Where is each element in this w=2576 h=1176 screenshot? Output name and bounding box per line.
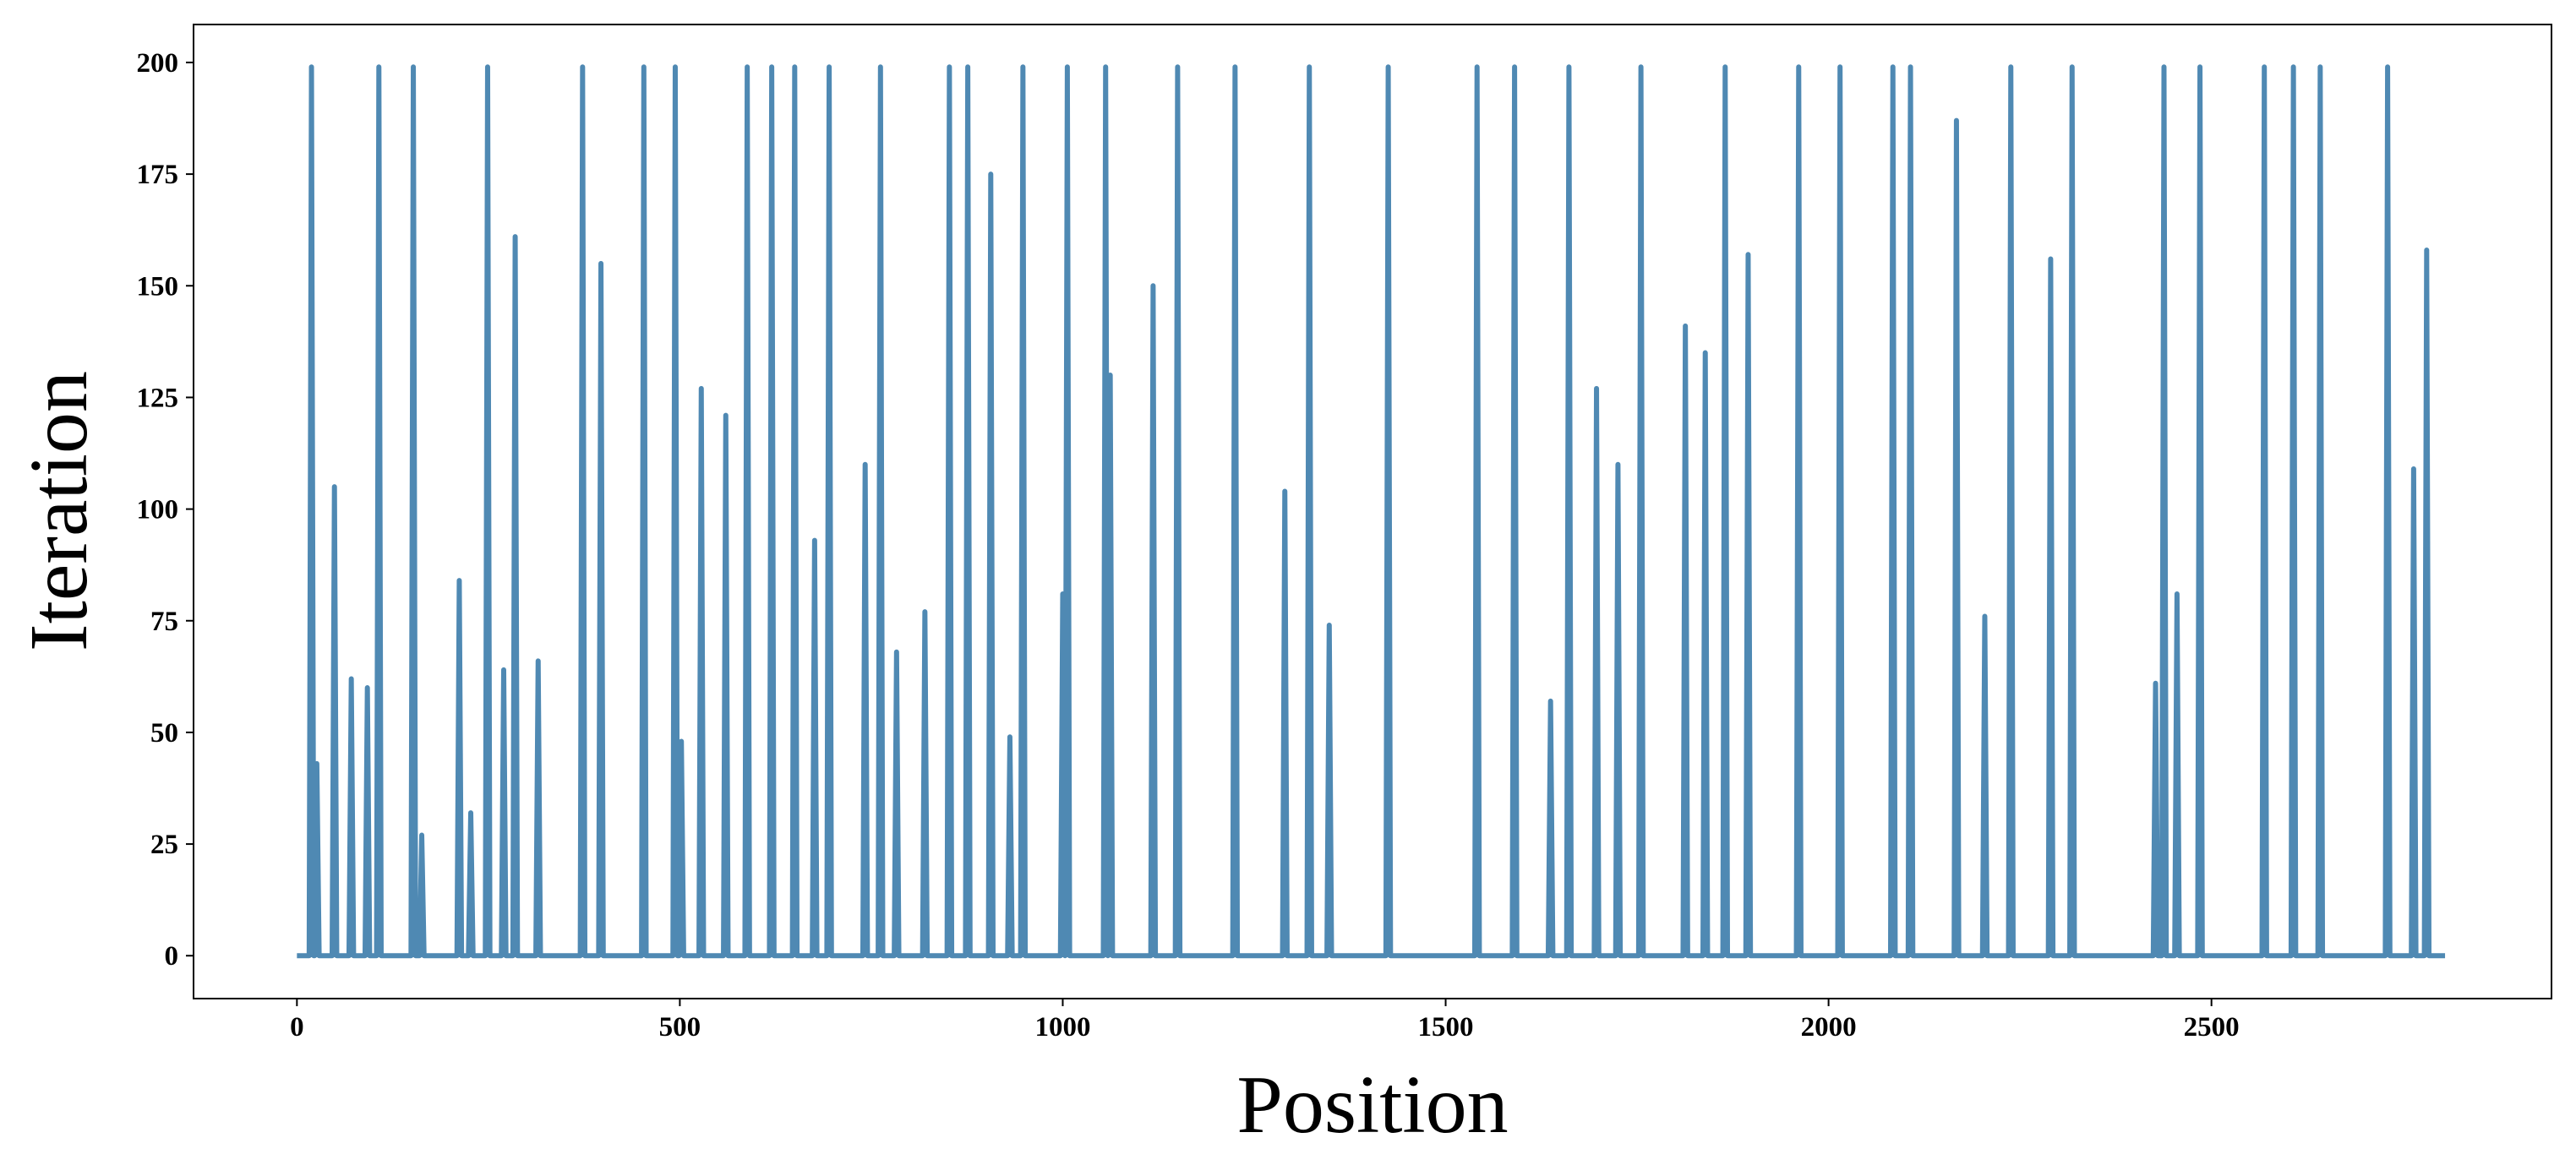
x-tick-label: 0: [290, 1012, 304, 1043]
x-tick-label: 1000: [1034, 1012, 1090, 1043]
y-tick-label: 25: [150, 830, 178, 860]
x-axis-label: Position: [1236, 1059, 1508, 1151]
x-tick-label: 1500: [1418, 1012, 1474, 1043]
x-tick-label: 500: [659, 1012, 701, 1043]
data-line: [297, 64, 2446, 959]
y-tick-label: 175: [137, 160, 179, 190]
y-tick-label: 0: [165, 941, 179, 972]
plot-frame: [193, 24, 2552, 999]
x-tick-label: 2500: [2184, 1012, 2240, 1043]
y-tick-label: 100: [137, 495, 179, 525]
y-tick-label: 200: [137, 48, 179, 79]
y-tick-label: 50: [150, 718, 178, 749]
y-tick-label: 125: [137, 383, 179, 413]
x-tick-label: 2000: [1801, 1012, 1857, 1043]
y-tick-label: 150: [137, 271, 179, 302]
y-tick-label: 75: [150, 607, 178, 637]
y-axis-label: Iteration: [14, 371, 105, 651]
